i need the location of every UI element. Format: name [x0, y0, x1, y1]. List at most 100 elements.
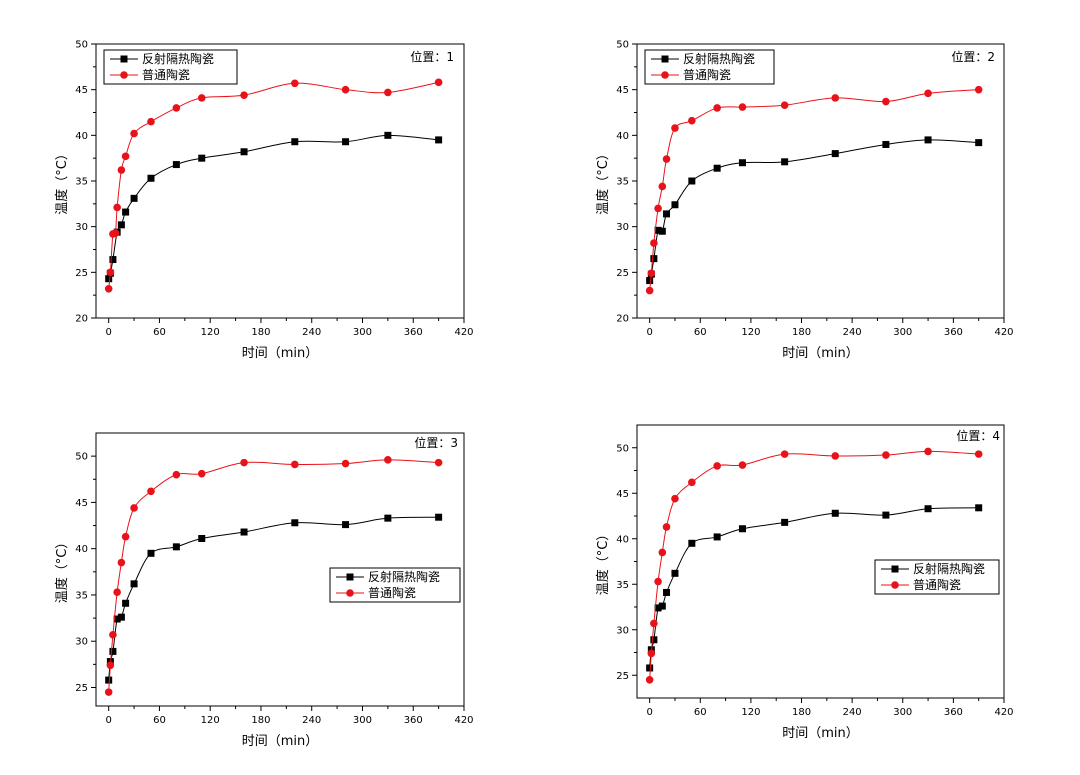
data-point	[882, 140, 890, 148]
data-point	[198, 154, 206, 162]
y-axis-title: 温度（°C）	[54, 147, 70, 215]
data-point	[147, 549, 155, 557]
data-point	[662, 523, 671, 531]
data-point	[113, 588, 121, 596]
y-tick-label: 25	[75, 683, 88, 694]
legend-label: 普通陶瓷	[683, 67, 731, 82]
data-point	[435, 513, 443, 521]
data-point	[130, 504, 138, 512]
y-axis-title: 温度（°C）	[595, 528, 611, 596]
x-tick-label: 60	[153, 715, 166, 726]
data-point	[291, 519, 299, 527]
data-point	[121, 532, 130, 541]
y-tick-label: 35	[616, 177, 629, 188]
x-tick-label: 60	[694, 327, 707, 338]
data-point	[122, 208, 130, 216]
x-tick-label: 300	[893, 327, 912, 338]
legend-marker	[891, 565, 899, 573]
y-tick-label: 50	[75, 452, 88, 463]
data-point	[663, 588, 671, 596]
data-point	[781, 158, 789, 166]
x-tick-label: 180	[251, 715, 270, 726]
x-axis-title: 时间（min）	[242, 734, 319, 749]
data-point	[650, 255, 658, 263]
x-tick-label: 300	[353, 327, 372, 338]
data-point	[117, 558, 126, 567]
data-point	[781, 518, 789, 526]
data-point	[105, 275, 113, 283]
data-point	[671, 494, 679, 503]
chart-panel-1: 0 60 120 180 240 300 360 420 20 25 30 35 40 45 50 时间（mi…	[54, 40, 474, 362]
data-point	[291, 138, 299, 146]
data-point	[975, 139, 983, 147]
data-point	[654, 204, 662, 213]
data-point	[647, 269, 656, 278]
data-point	[645, 676, 654, 684]
data-point	[130, 129, 138, 138]
data-point	[113, 203, 121, 212]
data-point	[198, 534, 206, 542]
data-point	[688, 478, 696, 487]
data-point	[738, 103, 747, 111]
data-point	[882, 451, 890, 459]
y-tick-label: 50	[616, 443, 629, 454]
data-point	[240, 458, 248, 467]
series-1	[105, 131, 443, 283]
data-point	[654, 604, 662, 612]
data-point	[109, 256, 117, 264]
data-point	[688, 116, 696, 125]
data-point	[197, 94, 206, 102]
data-point	[291, 79, 299, 88]
x-tick-label: 180	[251, 327, 270, 338]
data-point	[974, 450, 983, 458]
position-annotation: 位置：3	[414, 435, 458, 450]
data-point	[671, 124, 679, 132]
x-tick-label: 0	[106, 715, 112, 726]
data-point	[147, 117, 155, 126]
y-tick-label: 35	[75, 177, 88, 188]
chart-panel-3: 0 60 120 180 240 300 360 420 25 30 35 40 45 50 时间（min）…	[54, 432, 474, 749]
y-tick-label: 30	[75, 222, 88, 233]
data-point	[658, 182, 667, 191]
data-point	[780, 101, 789, 109]
x-tick-label: 180	[792, 327, 811, 338]
x-tick-label: 420	[454, 715, 473, 726]
x-tick-label: 0	[646, 327, 652, 338]
data-point	[688, 539, 696, 547]
data-point	[434, 458, 443, 467]
data-point	[342, 521, 350, 529]
y-tick-label: 25	[616, 671, 629, 682]
data-point	[924, 447, 932, 456]
x-tick-label: 240	[843, 707, 862, 718]
data-point	[172, 543, 180, 551]
data-point	[109, 647, 117, 655]
x-tick-label: 360	[404, 327, 423, 338]
data-point	[130, 580, 138, 588]
x-tick-label: 120	[201, 715, 220, 726]
data-point	[384, 456, 392, 464]
x-tick-label: 300	[353, 715, 372, 726]
series-line	[649, 89, 979, 291]
chart-panel-2: 0 60 120 180 240 300 360 420 20 25 30 35 40 45 50 时间（mi…	[595, 40, 1014, 362]
legend-label: 普通陶瓷	[368, 585, 416, 600]
data-point	[780, 450, 789, 458]
data-point	[671, 201, 679, 209]
data-point	[130, 194, 138, 202]
data-point	[384, 131, 392, 139]
data-point	[341, 85, 350, 94]
data-point	[435, 136, 443, 144]
data-point	[738, 525, 746, 533]
y-axis-title: 温度（°C）	[595, 147, 611, 215]
series-line	[108, 134, 439, 279]
y-tick-label: 45	[75, 85, 88, 96]
data-point	[647, 649, 656, 658]
x-tick-label: 240	[302, 715, 321, 726]
chart-panel-4: 0 60 120 180 240 300 360 420 25 30 35 40 45 50 时间（min）…	[595, 424, 1014, 741]
data-point	[172, 161, 180, 169]
y-tick-label: 45	[75, 498, 88, 509]
series-2	[645, 447, 983, 684]
